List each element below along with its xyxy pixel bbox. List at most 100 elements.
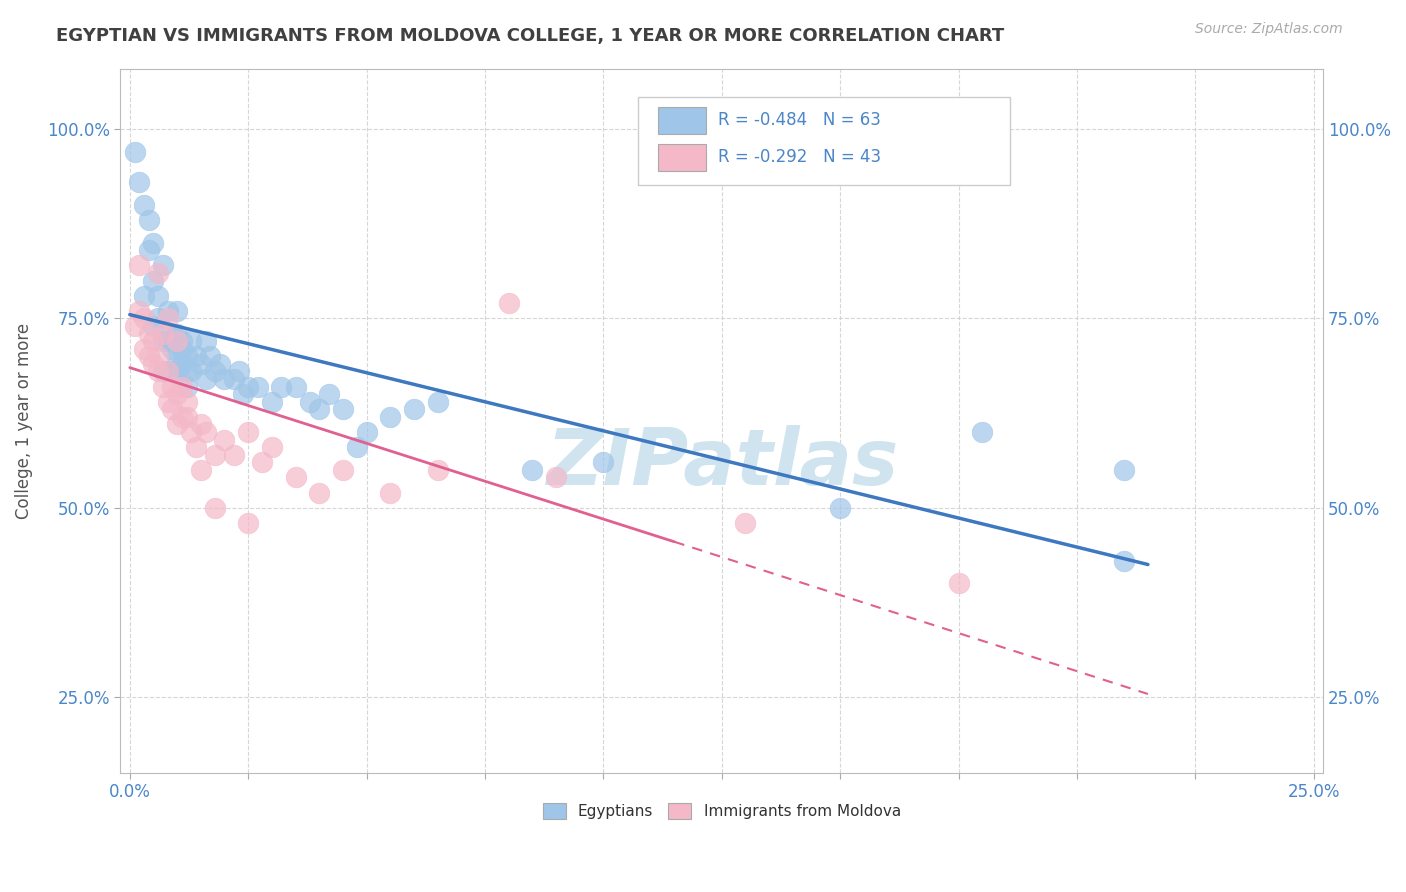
Point <box>166 349 188 363</box>
Point <box>162 364 184 378</box>
Point <box>166 334 188 348</box>
Point <box>132 342 155 356</box>
Point <box>194 334 217 348</box>
Point <box>298 394 321 409</box>
Point <box>190 357 212 371</box>
Text: Source: ZipAtlas.com: Source: ZipAtlas.com <box>1195 22 1343 37</box>
Text: EGYPTIAN VS IMMIGRANTS FROM MOLDOVA COLLEGE, 1 YEAR OR MORE CORRELATION CHART: EGYPTIAN VS IMMIGRANTS FROM MOLDOVA COLL… <box>56 27 1004 45</box>
Point <box>270 379 292 393</box>
Point <box>184 349 207 363</box>
Point <box>138 326 160 341</box>
Point <box>402 402 425 417</box>
Point <box>260 394 283 409</box>
Point <box>260 440 283 454</box>
Point <box>128 175 150 189</box>
Point <box>228 364 250 378</box>
Point <box>138 244 160 258</box>
Point <box>152 334 174 348</box>
Point <box>132 288 155 302</box>
Point <box>176 379 198 393</box>
Point <box>1114 554 1136 568</box>
Point <box>190 463 212 477</box>
Point <box>148 364 170 378</box>
Point <box>184 440 207 454</box>
Point <box>190 417 212 432</box>
Point <box>308 485 330 500</box>
Point <box>162 326 184 341</box>
Point <box>734 516 756 530</box>
Point <box>284 470 307 484</box>
Point <box>142 357 165 371</box>
Point <box>356 425 378 439</box>
Point <box>194 372 217 386</box>
Point <box>156 364 179 378</box>
Point <box>170 379 193 393</box>
Point <box>380 409 402 424</box>
Point <box>972 425 994 439</box>
Point <box>162 379 184 393</box>
Point <box>148 311 170 326</box>
Point <box>522 463 544 477</box>
Point <box>176 349 198 363</box>
Text: ZIPatlas: ZIPatlas <box>546 425 898 501</box>
Point <box>124 145 146 159</box>
Point <box>180 364 202 378</box>
Point <box>132 311 155 326</box>
FancyBboxPatch shape <box>637 96 1011 185</box>
Text: R = -0.292   N = 43: R = -0.292 N = 43 <box>718 147 882 166</box>
Point <box>156 394 179 409</box>
Point <box>156 311 179 326</box>
Point <box>142 274 165 288</box>
Point <box>252 455 274 469</box>
Point <box>1114 463 1136 477</box>
Point <box>238 379 260 393</box>
Point <box>208 357 231 371</box>
Point <box>142 235 165 250</box>
Point <box>128 259 150 273</box>
Point <box>180 425 202 439</box>
Point <box>170 334 193 348</box>
Point <box>238 516 260 530</box>
Point <box>148 349 170 363</box>
Point <box>426 394 449 409</box>
Legend: Egyptians, Immigrants from Moldova: Egyptians, Immigrants from Moldova <box>537 797 907 825</box>
Point <box>332 402 354 417</box>
Point <box>204 448 226 462</box>
Point <box>176 394 198 409</box>
Point <box>162 402 184 417</box>
Point <box>142 318 165 333</box>
Point <box>284 379 307 393</box>
Point <box>166 364 188 378</box>
Point <box>162 342 184 356</box>
Text: R = -0.484   N = 63: R = -0.484 N = 63 <box>718 111 882 129</box>
Point <box>128 303 150 318</box>
Point <box>166 387 188 401</box>
Point <box>142 334 165 348</box>
Point <box>232 387 254 401</box>
Point <box>204 364 226 378</box>
Point <box>318 387 340 401</box>
Point <box>170 357 193 371</box>
Point <box>544 470 567 484</box>
Point <box>176 364 198 378</box>
Point <box>346 440 368 454</box>
Point <box>170 409 193 424</box>
Point <box>214 372 236 386</box>
Point <box>222 448 245 462</box>
Point <box>176 409 198 424</box>
Point <box>426 463 449 477</box>
Point <box>308 402 330 417</box>
Point <box>148 288 170 302</box>
Bar <box>658 107 706 134</box>
Point <box>152 259 174 273</box>
Point <box>124 318 146 333</box>
Point <box>156 364 179 378</box>
Point <box>148 266 170 280</box>
Point <box>200 349 222 363</box>
Point <box>214 433 236 447</box>
Point <box>238 425 260 439</box>
Point <box>222 372 245 386</box>
Point <box>592 455 614 469</box>
Point <box>166 417 188 432</box>
Point <box>498 296 520 310</box>
